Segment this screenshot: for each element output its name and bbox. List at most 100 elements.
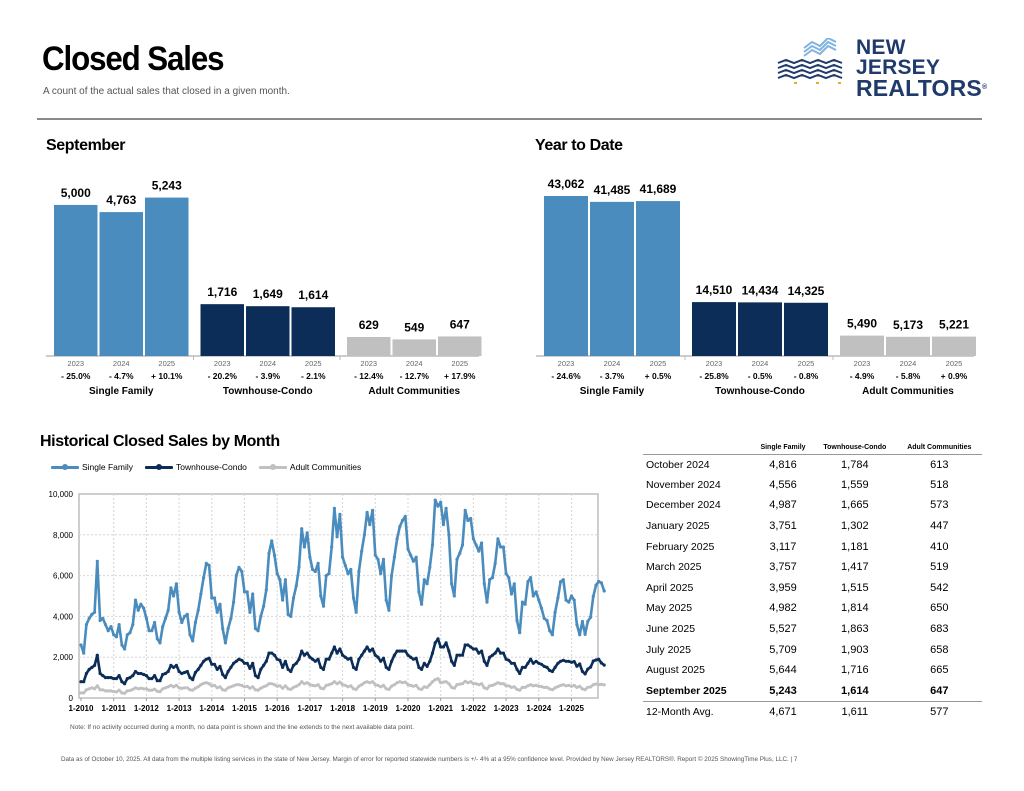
x-tick-label: 1-2021	[428, 704, 453, 713]
data-point-single-family	[444, 506, 448, 510]
data-point-single-family	[324, 574, 328, 578]
data-point-adult-communities	[242, 685, 247, 689]
data-point-townhouse-condo	[354, 667, 358, 671]
table-cell-tc: 1,784	[841, 458, 869, 471]
table-cell-month: February 2025	[646, 540, 715, 553]
bar-group-label: Adult Communities	[862, 386, 954, 397]
data-point-single-family	[509, 592, 514, 596]
data-point-adult-communities	[390, 684, 394, 688]
data-point-single-family	[311, 567, 315, 572]
bar-townhouse-condo-2025	[291, 307, 335, 356]
logo-wave-line	[777, 73, 843, 80]
data-point-townhouse-condo	[234, 659, 238, 663]
data-point-adult-communities	[101, 688, 105, 692]
table-cell-tc: 1,814	[841, 602, 869, 615]
bar-value-label: 5,490	[847, 317, 877, 331]
data-point-single-family	[542, 616, 546, 620]
logo-wave-line	[777, 63, 843, 70]
bar-single-family-2024	[590, 201, 634, 356]
data-point-townhouse-condo	[504, 657, 508, 661]
data-point-adult-communities	[264, 684, 268, 688]
data-point-adult-communities	[545, 685, 549, 689]
data-point-single-family	[240, 569, 244, 574]
data-point-townhouse-condo	[471, 647, 475, 651]
table-row: May 2025 4,982 1,814 650	[643, 598, 982, 619]
data-point-townhouse-condo	[281, 665, 285, 669]
data-point-single-family	[117, 623, 121, 627]
bar-year-label: 2025	[158, 359, 175, 368]
data-point-townhouse-condo	[245, 661, 249, 665]
data-point-adult-communities	[125, 689, 129, 693]
data-point-single-family	[499, 545, 503, 549]
data-point-adult-communities	[474, 682, 478, 686]
data-point-adult-communities	[379, 685, 383, 689]
bar-single-family-2024	[99, 212, 143, 356]
data-point-townhouse-condo	[447, 649, 451, 653]
data-point-single-family	[384, 598, 388, 602]
bar-single-family-2025	[145, 197, 189, 356]
table-row: April 2025 3,959 1,515 542	[643, 578, 982, 599]
data-point-townhouse-condo	[545, 665, 549, 669]
data-point-single-family	[537, 598, 541, 602]
data-point-adult-communities	[204, 681, 208, 685]
bar-year-label: 2024	[259, 359, 276, 368]
data-point-townhouse-condo	[174, 663, 178, 667]
table-cell-ac: 518	[930, 478, 949, 491]
data-point-adult-communities	[117, 688, 121, 692]
data-point-adult-communities	[357, 684, 361, 688]
data-point-adult-communities	[439, 681, 443, 685]
data-point-adult-communities	[158, 690, 162, 694]
data-point-single-family	[79, 643, 83, 647]
bar-year-label: 2023	[854, 359, 871, 368]
data-point-single-family	[248, 610, 252, 614]
data-point-adult-communities	[327, 683, 331, 687]
data-point-adult-communities	[436, 677, 440, 681]
new-jersey-realtors-logo: NEW JERSEY REALTORS®	[776, 37, 987, 100]
data-point-single-family	[253, 627, 257, 631]
data-point-single-family	[529, 576, 533, 580]
data-point-townhouse-condo	[512, 661, 516, 665]
data-point-adult-communities	[548, 687, 552, 691]
table-cell-sf: 5,243	[769, 684, 797, 697]
y-tick-label: 0	[69, 694, 74, 703]
data-point-single-family	[196, 608, 200, 612]
bar-adult-communities-2025	[438, 336, 482, 356]
data-point-single-family	[82, 651, 86, 655]
bar-change-label: - 25.0%	[61, 371, 91, 381]
logo-line-2-text: REALTORS	[856, 75, 982, 101]
data-point-single-family	[548, 629, 552, 633]
data-point-townhouse-condo	[144, 674, 148, 678]
data-point-townhouse-condo	[335, 651, 339, 655]
data-point-adult-communities	[542, 685, 546, 689]
data-point-single-family	[267, 551, 271, 555]
bar-value-label: 5,000	[61, 186, 91, 200]
data-point-adult-communities	[185, 686, 189, 690]
bar-change-label: - 2.1%	[301, 371, 326, 381]
bar-value-label: 14,434	[742, 283, 779, 297]
data-point-single-family	[534, 590, 538, 594]
table-cell-tc: 1,614	[841, 684, 869, 697]
data-point-townhouse-condo	[589, 665, 593, 669]
table-cell-ac: 683	[930, 623, 949, 636]
data-point-adult-communities	[580, 687, 585, 691]
data-point-adult-communities	[463, 679, 467, 683]
table-cell-sf: 5,527	[769, 623, 797, 636]
table-cell-sf: 3,117	[769, 540, 797, 553]
data-point-townhouse-condo	[286, 667, 290, 671]
data-point-townhouse-condo	[567, 659, 571, 663]
y-tick-label: 4,000	[53, 612, 74, 621]
data-point-adult-communities	[482, 686, 486, 690]
data-point-townhouse-condo	[267, 651, 271, 655]
table-cell-ac: 613	[930, 458, 949, 471]
data-point-adult-communities	[365, 680, 369, 684]
data-point-adult-communities	[262, 685, 266, 689]
data-point-single-family	[455, 557, 459, 561]
data-point-townhouse-condo	[341, 653, 345, 657]
data-point-single-family	[381, 557, 386, 561]
data-point-townhouse-condo	[153, 674, 157, 678]
data-point-adult-communities	[313, 684, 317, 688]
data-point-townhouse-condo	[469, 645, 473, 649]
data-point-adult-communities	[161, 687, 165, 691]
data-point-adult-communities	[297, 683, 301, 687]
data-point-single-family	[597, 579, 601, 584]
